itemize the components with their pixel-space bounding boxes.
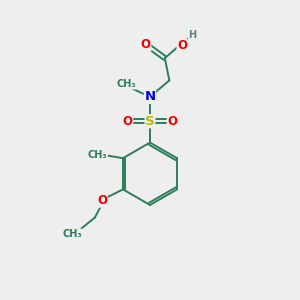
Text: N: N bbox=[144, 90, 156, 103]
Text: CH₃: CH₃ bbox=[116, 79, 136, 89]
Text: O: O bbox=[123, 115, 133, 128]
Text: O: O bbox=[167, 115, 177, 128]
Text: O: O bbox=[177, 39, 187, 52]
Text: O: O bbox=[141, 38, 151, 51]
Text: S: S bbox=[145, 115, 155, 128]
Text: CH₃: CH₃ bbox=[88, 150, 107, 160]
Text: CH₃: CH₃ bbox=[63, 229, 82, 239]
Text: O: O bbox=[97, 194, 107, 207]
Text: H: H bbox=[188, 30, 196, 40]
